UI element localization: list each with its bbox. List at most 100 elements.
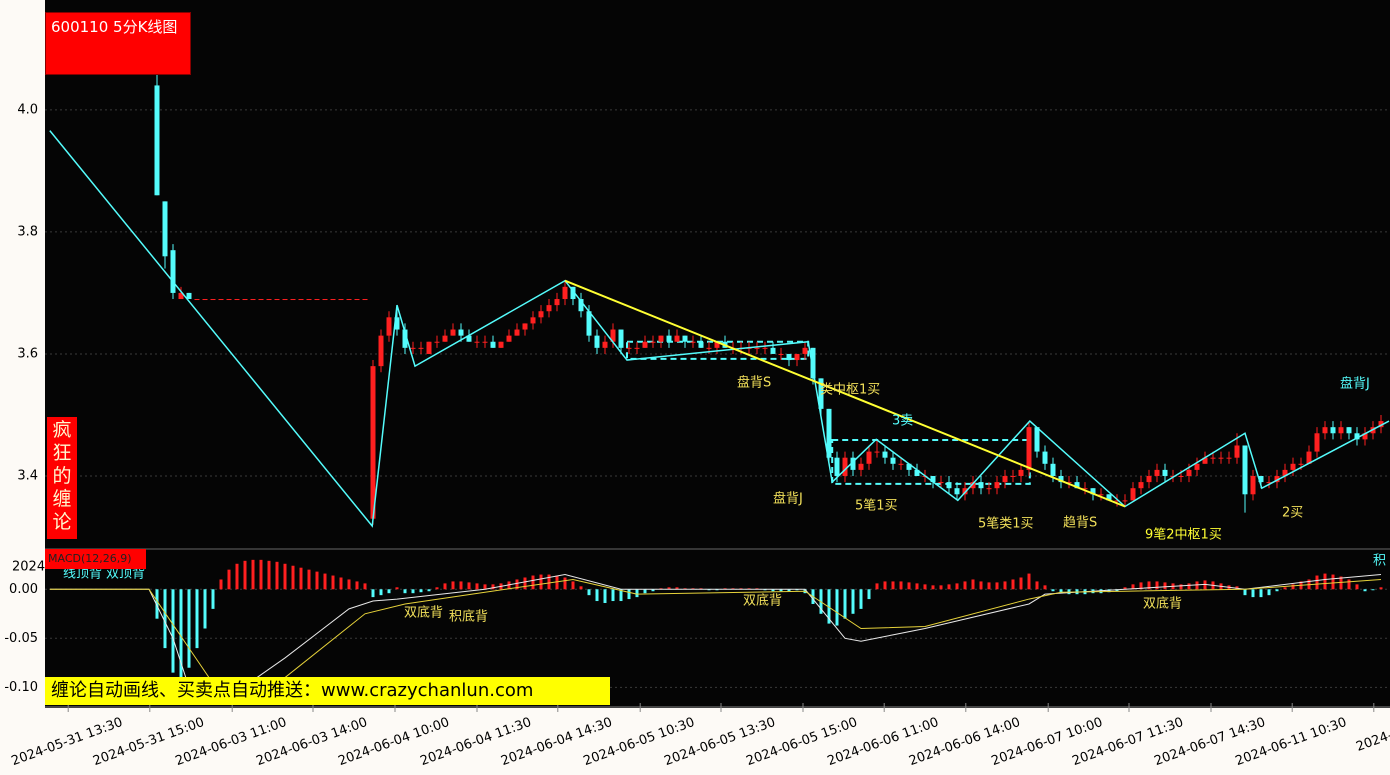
y-tick-label: 3.8	[17, 224, 38, 239]
macd-bar	[467, 582, 471, 590]
candle-body	[866, 451, 872, 464]
candle-body	[1138, 482, 1144, 489]
chart-title: 600110 5分K线图	[45, 12, 191, 75]
candle-body	[1154, 469, 1160, 476]
macd-bar	[459, 581, 463, 590]
candle-body	[1274, 475, 1280, 483]
macd-bar	[395, 587, 399, 590]
candle-body	[282, 299, 288, 301]
annotation: 双底背	[743, 593, 782, 609]
candle-body	[826, 408, 832, 458]
candle-body	[314, 299, 320, 301]
annotation: 盘背S	[737, 375, 771, 391]
candle-body	[482, 341, 488, 343]
macd-bar	[1355, 584, 1359, 590]
macd-bar	[667, 587, 671, 590]
macd-bar	[475, 583, 479, 590]
annotation: 5笔类1买	[978, 516, 1034, 532]
candle-body	[218, 299, 224, 301]
trend-line	[564, 279, 1126, 508]
candle-body	[1354, 433, 1360, 440]
macd-title: MACD(12,26,9)	[45, 549, 146, 569]
annotation: 5笔1买	[855, 498, 898, 514]
macd-bar	[219, 579, 223, 590]
macd-bar	[955, 583, 959, 590]
macd-bar	[1315, 575, 1319, 590]
macd-bar	[1059, 589, 1063, 594]
candle-body	[1026, 427, 1032, 470]
y-tick-label: -0.05	[4, 631, 38, 646]
candle-body	[234, 299, 240, 301]
candle-body	[810, 347, 816, 379]
candle-body	[258, 299, 264, 301]
macd-bar	[915, 583, 919, 590]
macd-bar	[611, 589, 615, 602]
macd-bar	[251, 559, 255, 590]
candle-body	[714, 341, 720, 348]
macd-bar	[1051, 589, 1055, 592]
macd-bar	[963, 581, 967, 590]
macd-bar	[1187, 583, 1191, 590]
candle-body	[962, 488, 968, 495]
candle-body	[1090, 488, 1096, 495]
macd-bar	[1139, 582, 1143, 590]
candle-body	[346, 299, 352, 301]
candle-body	[1082, 488, 1088, 490]
macd-bar	[571, 581, 575, 590]
macd-bar	[339, 577, 343, 590]
candle-body	[490, 341, 496, 348]
candle-body	[1202, 457, 1208, 464]
annotation: 9笔2中枢1买	[1145, 527, 1222, 543]
candle-body	[1002, 475, 1008, 483]
macd-bar	[379, 589, 383, 596]
macd-bar	[435, 587, 439, 590]
candle-body	[1266, 482, 1272, 484]
candle-body	[986, 488, 992, 490]
macd-bar	[355, 581, 359, 590]
candle-body	[1346, 427, 1352, 434]
candle-body	[1066, 482, 1072, 484]
candle-body	[530, 317, 536, 324]
macd-bar	[163, 589, 167, 649]
candle-body	[426, 341, 432, 354]
candle-body	[586, 311, 592, 336]
candle-body	[178, 292, 184, 300]
candle-body	[898, 463, 904, 465]
macd-bar	[1147, 581, 1151, 590]
macd-bar	[1251, 589, 1255, 598]
macd-bar	[843, 589, 847, 619]
candle-body	[538, 311, 544, 318]
candle-body	[698, 341, 704, 348]
macd-bar	[875, 583, 879, 590]
macd-bar	[1275, 589, 1279, 592]
macd-bar	[939, 585, 943, 590]
macd-bar	[555, 575, 559, 590]
macd-bar	[1027, 573, 1031, 590]
macd-bar	[1331, 574, 1335, 590]
y-tick-label: 0.00	[9, 582, 38, 597]
candle-body	[770, 347, 776, 354]
macd-bar	[771, 589, 775, 592]
candle-body	[794, 353, 800, 361]
macd-bar	[411, 589, 415, 594]
macd-bar	[995, 582, 999, 590]
candle-body	[762, 347, 768, 349]
candle-body	[554, 299, 560, 306]
macd-bar	[1123, 587, 1127, 590]
candle-body	[754, 347, 760, 349]
candle-body	[1194, 463, 1200, 470]
candle-body	[154, 85, 160, 196]
candle-body	[1378, 421, 1384, 428]
macd-bar	[1043, 585, 1047, 590]
macd-bar	[1259, 589, 1263, 598]
candle-body	[466, 335, 472, 342]
annotation: 线顶背	[63, 567, 102, 582]
candle-body	[906, 463, 912, 470]
macd-bar	[1267, 589, 1271, 596]
macd-bar	[515, 579, 519, 590]
candle-body	[250, 299, 256, 301]
candle-body	[618, 329, 624, 348]
macd-bar	[907, 582, 911, 590]
macd-bar	[835, 589, 839, 626]
macd-bar	[931, 585, 935, 590]
